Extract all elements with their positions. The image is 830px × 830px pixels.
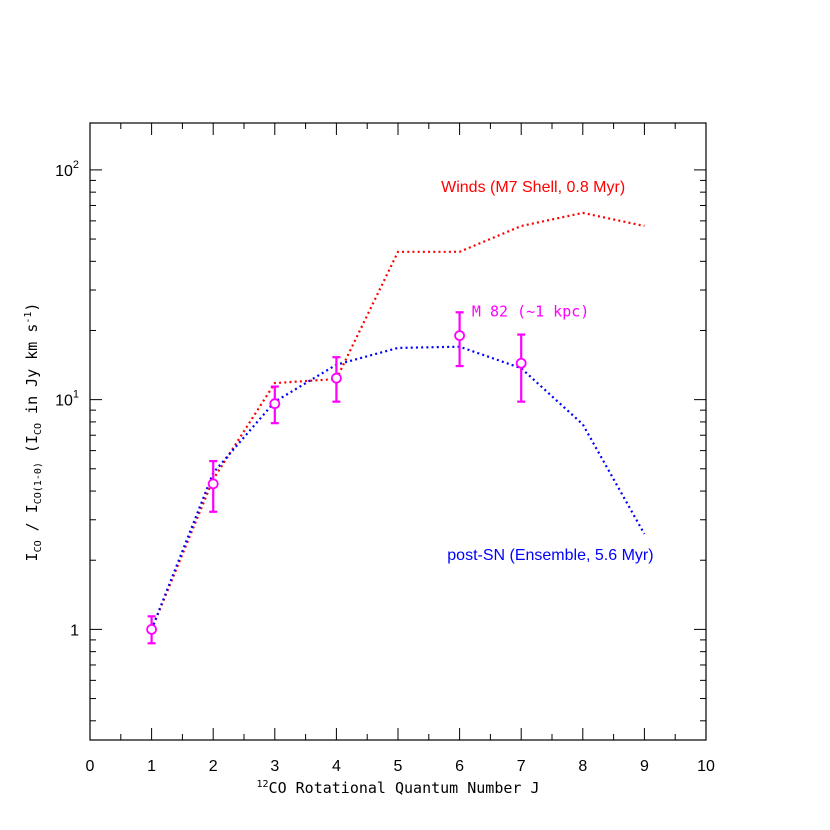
y-label-sub: CO [33,540,44,552]
x-tick-label: 7 [517,758,526,775]
y-label-part: I [23,552,41,561]
data-point [330,372,342,384]
series-group [146,211,646,645]
y-label-sub: CO [33,423,44,435]
y-tick-label-base: 10 [55,163,73,180]
y-tick-label-exp: 2 [73,159,79,171]
x-tick-labels: 0 1 2 3 4 5 6 7 8 9 10 [86,758,715,775]
series-annotation: M 82 (~1 kpc) [472,303,589,321]
x-tick-label: 0 [86,758,95,775]
y-tick-label: 1 [70,622,79,639]
x-tick-label: 2 [209,758,218,775]
x-tick-label: 6 [455,758,464,775]
y-tick-label-base: 1 [70,622,79,639]
x-tick-label: 5 [394,758,403,775]
series-line [150,211,645,630]
x-tick-label: 1 [147,758,156,775]
series-annotation: post-SN (Ensemble, 5.6 Myr) [447,547,653,564]
y-label-part: in Jy km s [23,324,41,423]
y-axis-label: ICO / ICO(1-0) (ICO in Jy km s-1) [23,303,44,562]
y-tick-label: 101 [55,389,79,410]
x-tick-label: 3 [270,758,279,775]
axis-ticks [89,123,707,740]
series-line [150,345,646,630]
data-point [146,623,158,635]
y-tick-label-exp: 1 [73,389,79,401]
plot-frame [89,122,707,741]
x-tick-label: 8 [578,758,587,775]
x-tick-label: 9 [640,758,649,775]
x-axis-label-sup: 12 [257,779,269,790]
y-label-sub: CO(1-0) [33,462,44,504]
y-label-part: / I [23,504,41,540]
data-point [207,478,219,490]
data-point [454,330,466,341]
y-tick-label-base: 10 [55,393,73,410]
y-tick-label: 102 [55,159,79,180]
data-point [269,398,281,410]
annotations: Winds (M7 Shell, 0.8 Myr) M 82 (~1 kpc) po… [441,179,653,564]
series-annotation: Winds (M7 Shell, 0.8 Myr) [441,179,625,196]
x-axis-label-main: CO Rotational Quantum Number J [269,779,540,797]
x-tick-label: 4 [332,758,341,775]
x-tick-label: 10 [697,758,715,775]
y-label-part: (I [23,435,41,462]
y-label-sup: -1 [23,312,34,324]
data-point [515,357,527,369]
x-axis-label: 12CO Rotational Quantum Number J [257,779,540,797]
y-label-part: ) [23,303,41,312]
